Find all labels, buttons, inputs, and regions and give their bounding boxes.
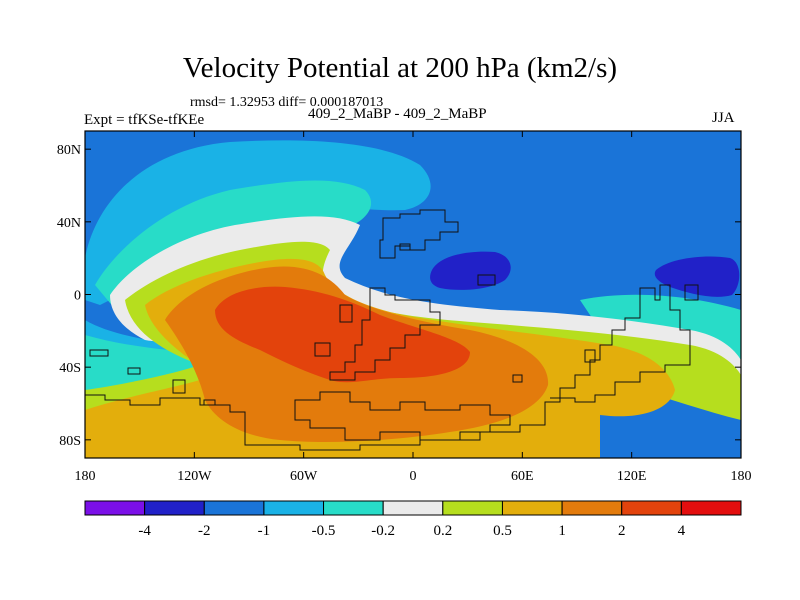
colorbar-swatch <box>561 500 623 516</box>
colorbar-label: -2 <box>198 523 211 539</box>
y-tick-label: 80N <box>57 143 81 158</box>
colorbar-swatch <box>263 500 325 516</box>
y-tick-label: 0 <box>74 289 81 304</box>
x-tick-label: 60W <box>290 469 318 484</box>
colorbar-swatch <box>203 500 265 516</box>
y-axis: 80N 40N 0 40S 80S <box>57 143 741 449</box>
contour-fields <box>85 131 741 458</box>
colorbar-label: -4 <box>138 523 151 539</box>
x-tick-label: 120W <box>177 469 212 484</box>
rmsd-diff-label: rmsd= 1.32953 diff= 0.000187013 <box>190 95 384 110</box>
colorbar-swatch <box>680 500 742 516</box>
colorbar-label: 0.5 <box>493 523 512 539</box>
colorbar-swatch <box>323 500 384 516</box>
colorbar-label: 0.2 <box>433 523 452 539</box>
colorbar-swatch <box>84 500 146 516</box>
x-tick-label: 120E <box>617 469 647 484</box>
colorbar-swatch <box>621 500 682 516</box>
y-tick-label: 40S <box>59 361 81 376</box>
coastline-lines <box>85 209 699 451</box>
colorbar-label: -0.5 <box>312 523 336 539</box>
x-tick-label: 60E <box>511 469 534 484</box>
colorbar-label: 4 <box>678 523 686 539</box>
case-label: 409_2_MaBP - 409_2_MaBP <box>308 106 487 122</box>
y-tick-label: 40N <box>57 216 81 231</box>
season-label: JJA <box>712 110 735 126</box>
chart-title: Velocity Potential at 200 hPa (km2/s) <box>182 52 618 84</box>
x-axis: 180 120W 60W 0 60E 120E 180 <box>75 131 752 484</box>
colorbar-swatch <box>382 500 444 516</box>
colorbar-label: 1 <box>558 523 566 539</box>
colorbar-swatch <box>501 500 563 516</box>
colorbar: -4 -2 -1 -0.5 -0.2 0.2 0.5 1 2 4 <box>84 500 742 539</box>
colorbar-swatch <box>442 500 503 516</box>
colorbar-label: 2 <box>618 523 626 539</box>
colorbar-label: -0.2 <box>371 523 395 539</box>
x-tick-label: 180 <box>75 469 96 484</box>
x-tick-label: 180 <box>731 469 752 484</box>
x-tick-label: 0 <box>410 469 417 484</box>
colorbar-label: -1 <box>258 523 271 539</box>
experiment-label: Expt = tfKSe-tfKEe <box>84 112 205 128</box>
y-tick-label: 80S <box>59 434 81 449</box>
colorbar-swatch <box>144 500 205 516</box>
